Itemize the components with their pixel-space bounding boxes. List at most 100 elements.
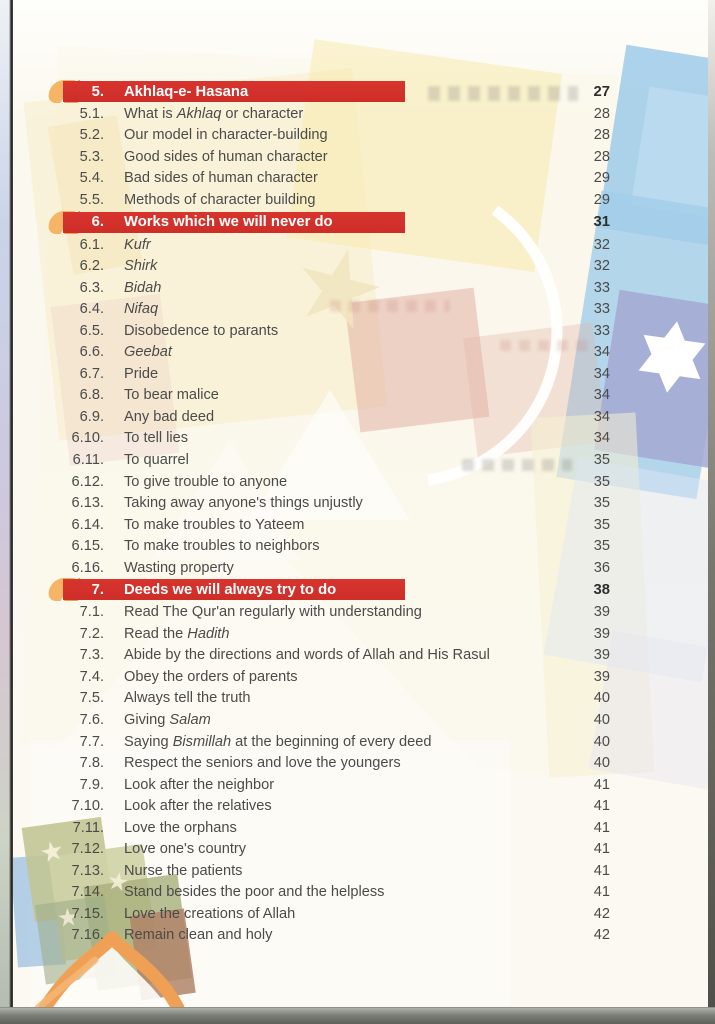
toc-item-number: 7.12. <box>71 841 104 858</box>
toc-item: 6.9. Any bad deed 34 <box>58 406 610 428</box>
toc-item-title: Obey the orders of parents <box>124 668 298 685</box>
toc-item-number: 6.4. <box>79 301 104 318</box>
toc-item-number: 7.7. <box>79 733 104 750</box>
toc-item-title: To tell lies <box>124 430 189 447</box>
toc-item-page-number: 42 <box>593 905 610 922</box>
toc-item: 5.2. Our model in character-building 28 <box>58 125 610 147</box>
toc-item: 7.5. Always tell the truth 40 <box>58 688 610 710</box>
toc-item-title: To quarrel <box>124 451 189 468</box>
toc-item: 7.10. Look after the relatives 41 <box>58 795 610 817</box>
toc-item-page-number: 39 <box>593 647 610 664</box>
toc-item-number: 7.6. <box>79 711 104 728</box>
toc-item-number: 6.6. <box>79 344 104 361</box>
toc-item-title: Saying Bismillah at the beginning of eve… <box>124 733 432 750</box>
toc-item-title: Bad sides of human character <box>124 170 318 187</box>
toc-item: 5.3. Good sides of human character 28 <box>58 146 610 168</box>
toc-item-page-number: 41 <box>593 776 610 793</box>
toc-item-number: 6.8. <box>79 387 104 404</box>
toc-item-page-number: 32 <box>593 236 610 253</box>
toc-item-title: Taking away anyone's things unjustly <box>124 495 363 512</box>
toc-item-title: Nifaq <box>124 301 159 318</box>
scan-bottom-edge <box>0 1007 715 1024</box>
toc-item: 6.14. To make troubles to Yateem 35 <box>58 514 610 536</box>
toc-item-title: Remain clean and holy <box>124 927 273 944</box>
toc-item-title: Shirk <box>124 258 158 275</box>
scan-right-edge <box>708 0 715 1024</box>
toc-item-title: Look after the relatives <box>124 798 272 815</box>
section-title: Deeds we will always try to do <box>124 581 337 598</box>
toc-item-number: 7.15. <box>71 905 104 922</box>
toc-item-page-number: 34 <box>593 344 610 361</box>
toc-item: 6.5. Disobedence to parants 33 <box>58 320 610 342</box>
six-pointed-star-icon <box>638 321 706 393</box>
toc-item: 7.1. Read The Qur'an regularly with under… <box>58 601 610 623</box>
toc-item: 6.16. Wasting property 36 <box>58 557 610 579</box>
toc-item-number: 5.1. <box>79 105 104 122</box>
toc-item: 5.5. Methods of character building 29 <box>58 189 610 211</box>
toc-item-title: Our model in character-building <box>124 127 328 144</box>
toc-item-number: 7.4. <box>79 668 104 685</box>
toc-item: 7.6. Giving Salam 40 <box>58 709 610 731</box>
toc-item-page-number: 33 <box>593 301 610 318</box>
toc-item-title: Always tell the truth <box>124 690 251 707</box>
toc-item-page-number: 28 <box>593 105 610 122</box>
toc-item-title: To give trouble to anyone <box>124 473 288 490</box>
toc-item-title: To make troubles to neighbors <box>124 538 320 555</box>
toc-item-title: Methods of character building <box>124 191 316 208</box>
toc-item: 6.10. To tell lies 34 <box>58 428 610 450</box>
toc-item: 6.8. To bear malice 34 <box>58 385 610 407</box>
blue-square-motif <box>597 44 708 246</box>
section-title: Works which we will never do <box>124 214 333 231</box>
toc-item-title: To make troubles to Yateem <box>124 516 305 533</box>
toc-item-title: Nurse the patients <box>124 862 243 879</box>
toc-item-page-number: 39 <box>593 668 610 685</box>
toc-item-page-number: 34 <box>593 408 610 425</box>
toc-item-page-number: 41 <box>593 862 610 879</box>
toc-item-number: 6.11. <box>72 451 104 468</box>
toc-item: 6.13. Taking away anyone's things unjustl… <box>58 492 610 514</box>
toc-item: 6.3. Bidah 33 <box>58 277 610 299</box>
toc-item-number: 6.1. <box>79 236 104 253</box>
toc-item-number: 7.13. <box>71 862 104 879</box>
toc-item-number: 5.4. <box>79 170 104 187</box>
toc-item: 6.11. To quarrel 35 <box>58 449 610 471</box>
toc-item: 6.1. Kufr 32 <box>58 234 610 256</box>
toc-item-number: 6.14. <box>71 516 104 533</box>
toc-item-title: Stand besides the poor and the helpless <box>124 884 385 901</box>
toc-item: 7.11. Love the orphans 41 <box>58 817 610 839</box>
toc-item-page-number: 35 <box>593 451 610 468</box>
section-title: Akhlaq-e- Hasana <box>124 83 249 100</box>
toc-item-page-number: 40 <box>593 690 610 707</box>
toc-item-number: 5.5. <box>79 191 104 208</box>
toc-item-title: Read the Hadith <box>124 625 230 642</box>
toc-item: 6.6. Geebat 34 <box>58 341 610 363</box>
toc-item: 6.7. Pride 34 <box>58 363 610 385</box>
toc-item-page-number: 40 <box>593 711 610 728</box>
toc-item-title: Love the creations of Allah <box>124 905 296 922</box>
toc-item-title: Geebat <box>124 344 172 361</box>
toc-item: 7.4. Obey the orders of parents 39 <box>58 666 610 688</box>
toc-item: 7.9. Look after the neighbor 41 <box>58 774 610 796</box>
toc-item-number: 7.1. <box>79 604 104 621</box>
toc-item-title: Respect the seniors and love the younger… <box>124 755 401 772</box>
toc-item-page-number: 40 <box>593 755 610 772</box>
toc-item-number: 7.3. <box>79 647 104 664</box>
toc-item: 5.1. What is Akhlaq or character 28 <box>58 103 610 125</box>
toc-item-title: Love the orphans <box>124 819 237 836</box>
toc-section-header: 7. Deeds we will always try to do 38 <box>47 578 610 602</box>
toc-item-page-number: 34 <box>593 430 610 447</box>
toc-item-page-number: 41 <box>593 884 610 901</box>
toc-item: 5.4. Bad sides of human character 29 <box>58 168 610 190</box>
toc-item-page-number: 33 <box>593 322 610 339</box>
scanned-book-page: 5. Akhlaq-e- Hasana 27 5.1. What is Akhlaq o… <box>13 0 708 1008</box>
toc: 5. Akhlaq-e- Hasana 27 5.1. What is Akhlaq o… <box>47 80 610 946</box>
section-page-number: 31 <box>593 214 610 231</box>
toc-item-number: 7.11. <box>72 819 104 836</box>
toc-item-title: Abide by the directions and words of All… <box>124 647 490 664</box>
toc-item-page-number: 34 <box>593 387 610 404</box>
toc-item-page-number: 40 <box>593 733 610 750</box>
toc-item: 7.2. Read the Hadith 39 <box>58 623 610 645</box>
toc-item-number: 7.2. <box>79 625 104 642</box>
toc-item-page-number: 33 <box>593 279 610 296</box>
toc-item-page-number: 35 <box>593 538 610 555</box>
